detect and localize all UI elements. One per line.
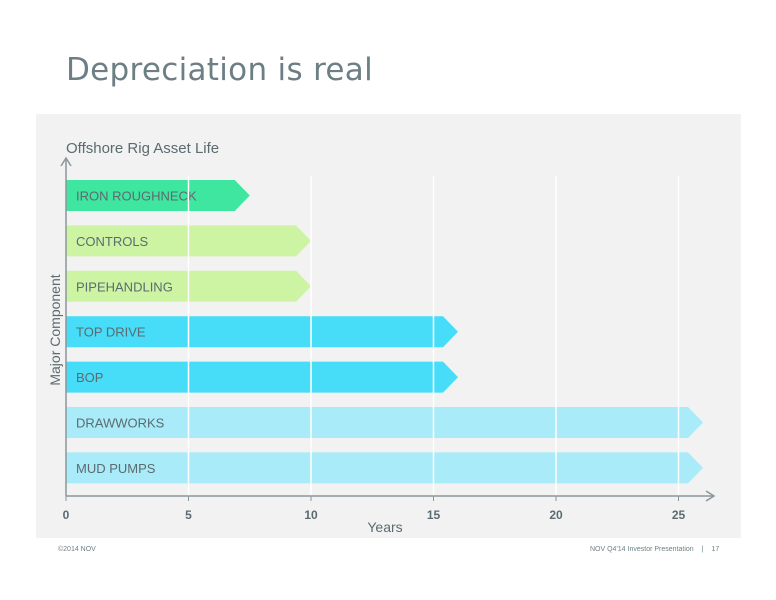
x-tick-label: 10: [304, 508, 318, 522]
bar-label: CONTROLS: [76, 234, 149, 249]
bar-top-drive: [66, 316, 458, 348]
bar-iron-roughneck: [66, 180, 250, 211]
bar-label: IRON ROUGHNECK: [76, 189, 197, 204]
x-tick-label: 5: [185, 508, 192, 522]
bar-label: MUD PUMPS: [76, 461, 156, 476]
x-tick-label: 0: [63, 508, 70, 522]
bar-label: PIPEHANDLING: [76, 279, 173, 294]
x-tick-label: 20: [549, 508, 563, 522]
footer-presentation-info: NOV Q4'14 Investor Presentation | 17: [590, 546, 719, 553]
page-number: 17: [711, 546, 720, 553]
bar-label: BOP: [76, 370, 103, 385]
chart-title: Offshore Rig Asset Life: [66, 140, 220, 157]
x-axis-label: Years: [367, 519, 403, 535]
footer-separator: |: [701, 546, 704, 553]
footer-presentation-name: NOV Q4'14 Investor Presentation: [590, 546, 694, 553]
bar-bop: [66, 361, 458, 393]
bar-drawworks: [66, 407, 703, 438]
y-axis-arrow: [60, 156, 72, 167]
bar-label: TOP DRIVE: [76, 325, 146, 340]
x-tick-label: 15: [427, 508, 441, 522]
bar-label: DRAWWORKS: [76, 416, 165, 431]
x-tick-label: 25: [672, 508, 686, 522]
bar-mud-pumps: [66, 452, 703, 484]
slide-title: Depreciation is real: [66, 52, 374, 88]
x-axis-arrow: [705, 490, 716, 502]
footer-copyright: ©2014 NOV: [58, 546, 96, 553]
